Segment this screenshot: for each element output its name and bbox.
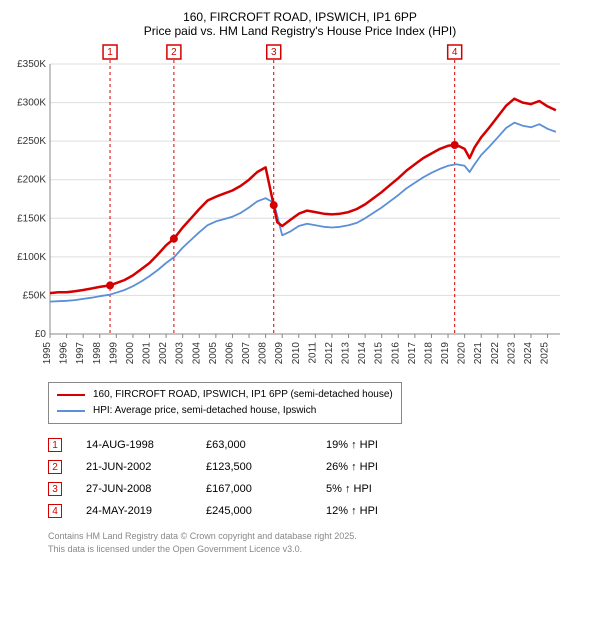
svg-text:2001: 2001 [142,342,153,365]
svg-text:2012: 2012 [324,342,335,365]
sale-marker-1: 1 [48,438,62,452]
svg-text:1998: 1998 [92,342,103,365]
svg-text:2025: 2025 [540,342,551,365]
svg-text:2010: 2010 [291,342,302,365]
svg-text:1995: 1995 [42,342,53,365]
svg-text:2004: 2004 [191,342,202,365]
chart-area: £0 £50K £100K £150K £200K £250K £300K £350K 1995… [10,44,590,374]
sale-marker-num: 3 [52,484,58,495]
sale-date: 27-JUN-2008 [86,483,206,495]
svg-text:2016: 2016 [390,342,401,365]
legend-label-property: 160, FIRCROFT ROAD, IPSWICH, IP1 6PP (se… [93,387,393,403]
legend-swatch-hpi [57,410,85,412]
legend-item-property: 160, FIRCROFT ROAD, IPSWICH, IP1 6PP (se… [57,387,393,403]
svg-text:2019: 2019 [440,342,451,365]
sales-row: 2 21-JUN-2002 £123,500 26% ↑ HPI [48,456,590,478]
sale-diff: 12% ↑ HPI [326,505,446,517]
sales-row: 1 14-AUG-1998 £63,000 19% ↑ HPI [48,434,590,456]
svg-text:1996: 1996 [59,342,70,365]
chart-title-line2: Price paid vs. HM Land Registry's House … [10,24,590,38]
line-chart: £0 £50K £100K £150K £200K £250K £300K £350K 1995… [10,44,570,374]
sale-diff: 19% ↑ HPI [326,439,446,451]
svg-text:2015: 2015 [374,342,385,365]
svg-text:£150K: £150K [17,213,46,224]
legend-label-hpi: HPI: Average price, semi-detached house,… [93,403,316,419]
svg-text:2002: 2002 [158,342,169,365]
sale-date: 21-JUN-2002 [86,461,206,473]
svg-text:£200K: £200K [17,175,46,186]
svg-text:£250K: £250K [17,136,46,147]
sale-diff: 26% ↑ HPI [326,461,446,473]
sale-marker-num: 1 [52,440,58,451]
svg-text:2022: 2022 [490,342,501,365]
legend: 160, FIRCROFT ROAD, IPSWICH, IP1 6PP (se… [48,382,402,424]
footer-attribution: Contains HM Land Registry data © Crown c… [48,530,590,556]
legend-item-hpi: HPI: Average price, semi-detached house,… [57,403,393,419]
svg-text:2021: 2021 [473,342,484,365]
svg-text:4: 4 [452,47,458,58]
sale-marker-num: 2 [52,462,58,473]
svg-text:2006: 2006 [224,342,235,365]
sales-row: 4 24-MAY-2019 £245,000 12% ↑ HPI [48,500,590,522]
svg-text:1997: 1997 [75,342,86,365]
sale-diff: 5% ↑ HPI [326,483,446,495]
svg-text:2023: 2023 [506,342,517,365]
svg-text:2024: 2024 [523,342,534,365]
svg-text:2020: 2020 [457,342,468,365]
svg-text:£50K: £50K [23,290,47,301]
sale-marker-4: 4 [48,504,62,518]
chart-title-line1: 160, FIRCROFT ROAD, IPSWICH, IP1 6PP [10,10,590,24]
svg-text:2011: 2011 [307,342,318,364]
sale-price: £63,000 [206,439,326,451]
svg-text:2008: 2008 [258,342,269,365]
sale-marker-3: 3 [48,482,62,496]
svg-text:2009: 2009 [274,342,285,365]
svg-text:2007: 2007 [241,342,252,365]
svg-text:2: 2 [171,47,177,58]
legend-swatch-property [57,394,85,396]
svg-text:£300K: £300K [17,98,46,109]
footer-line2: This data is licensed under the Open Gov… [48,543,590,556]
footer-line1: Contains HM Land Registry data © Crown c… [48,530,590,543]
svg-text:£100K: £100K [17,252,46,263]
sale-price: £123,500 [206,461,326,473]
svg-text:3: 3 [271,47,277,58]
svg-text:2005: 2005 [208,342,219,365]
svg-text:2013: 2013 [341,342,352,365]
sale-price: £245,000 [206,505,326,517]
sale-date: 14-AUG-1998 [86,439,206,451]
sales-row: 3 27-JUN-2008 £167,000 5% ↑ HPI [48,478,590,500]
svg-text:2018: 2018 [423,342,434,365]
svg-text:£0: £0 [35,329,47,340]
svg-text:2000: 2000 [125,342,136,365]
svg-text:1999: 1999 [108,342,119,365]
sales-table: 1 14-AUG-1998 £63,000 19% ↑ HPI 2 21-JUN… [48,434,590,522]
svg-text:1: 1 [107,47,113,58]
svg-text:£350K: £350K [17,59,46,70]
sale-price: £167,000 [206,483,326,495]
sale-marker-num: 4 [52,506,58,517]
sale-marker-2: 2 [48,460,62,474]
svg-text:2003: 2003 [175,342,186,365]
svg-text:2014: 2014 [357,342,368,365]
svg-text:2017: 2017 [407,342,418,365]
sale-date: 24-MAY-2019 [86,505,206,517]
